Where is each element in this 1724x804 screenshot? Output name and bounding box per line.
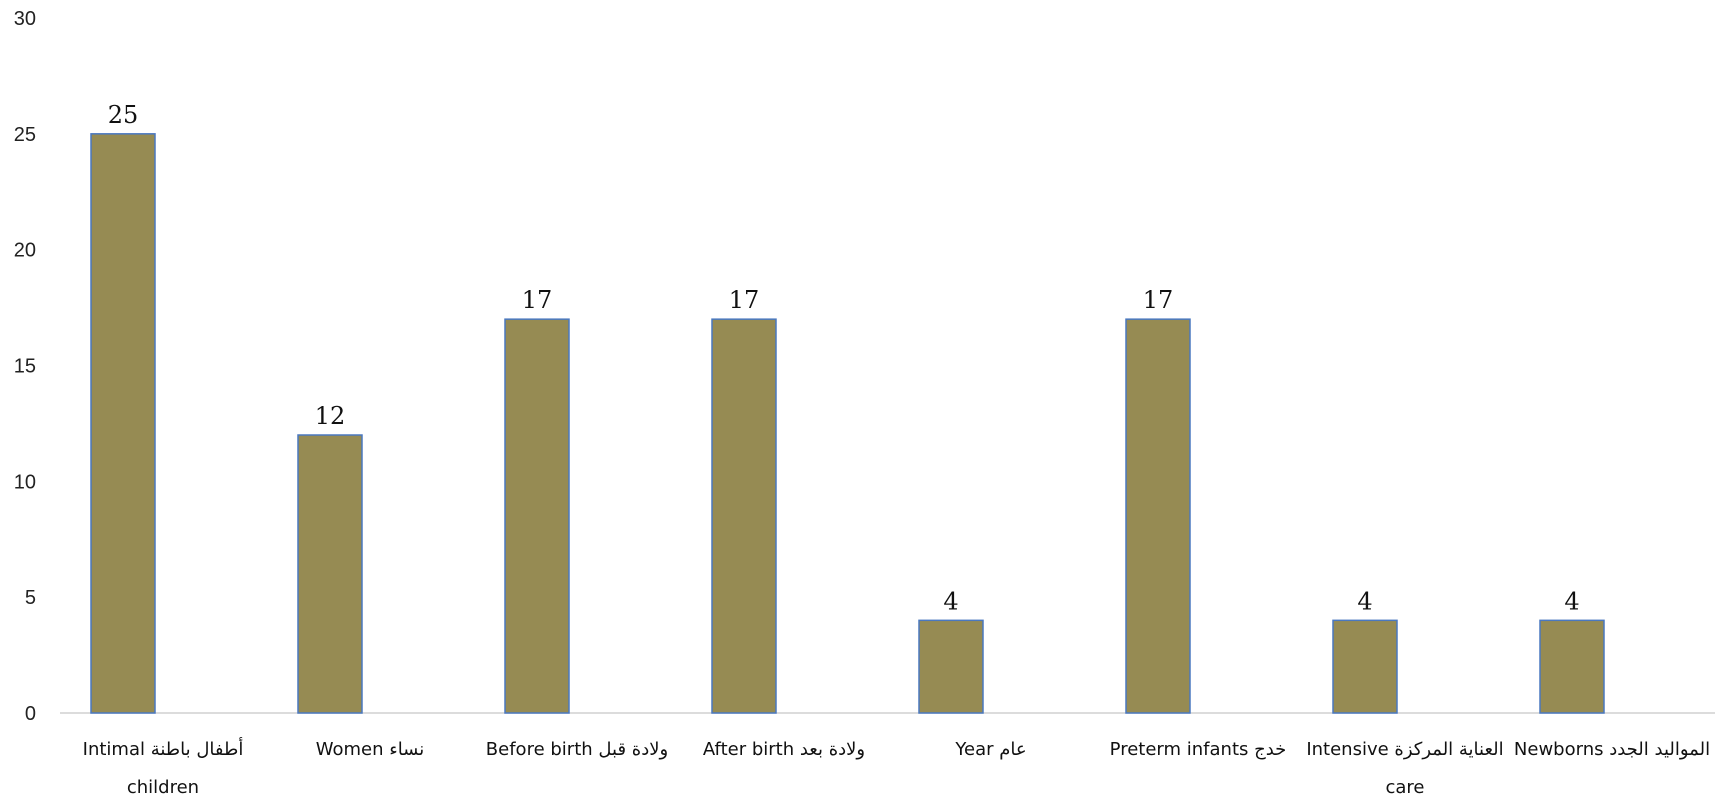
category-label-line: Intensive العناية المركزة — [1306, 739, 1503, 760]
data-label: 17 — [1143, 286, 1174, 314]
y-tick-label: 20 — [14, 240, 36, 262]
bar — [1332, 619, 1398, 714]
bar — [90, 133, 156, 714]
category-label-line: care — [1385, 777, 1424, 798]
data-label: 4 — [943, 587, 958, 615]
category-label: Newborns المواليد الجدد — [1514, 739, 1710, 760]
y-tick-label: 5 — [25, 587, 36, 609]
category-label-line: children — [127, 777, 199, 798]
y-tick-label: 30 — [14, 8, 36, 30]
category-label-line: Women نساء — [316, 739, 425, 760]
category-label: Women نساء — [316, 739, 425, 760]
data-label: 25 — [108, 101, 139, 129]
y-axis-ticks: 0 5 10 15 20 25 30 — [14, 8, 36, 725]
data-label: 12 — [315, 402, 346, 430]
category-label-line: Newborns المواليد الجدد — [1514, 739, 1710, 760]
category-label: Preterm infants خدج — [1110, 739, 1287, 760]
y-tick-label: 15 — [14, 356, 36, 378]
data-label: 17 — [522, 286, 553, 314]
data-label: 4 — [1564, 587, 1579, 615]
bar — [711, 318, 777, 714]
y-tick-label: 0 — [25, 703, 36, 725]
category-label: Year عام — [954, 739, 1026, 760]
category-label: After birth ولادة بعد — [703, 739, 865, 760]
y-tick-label: 10 — [14, 471, 36, 493]
category-label-line: Preterm infants خدج — [1110, 739, 1287, 760]
data-label: 4 — [1357, 587, 1372, 615]
data-label: 17 — [729, 286, 760, 314]
y-tick-label: 25 — [14, 124, 36, 146]
category-label: Intensive العناية المركزة care — [1306, 739, 1503, 798]
category-label-line: After birth ولادة بعد — [703, 739, 865, 760]
bar — [297, 434, 363, 714]
category-label-line: Intimal أطفال باطنة — [83, 737, 244, 760]
data-labels: 25 12 17 17 4 17 4 4 — [108, 101, 1580, 615]
category-label: Before birth ولادة قبل — [486, 739, 668, 760]
bar — [1539, 619, 1605, 714]
category-label-line: Year عام — [954, 739, 1026, 760]
bar — [1125, 318, 1191, 714]
bar — [504, 318, 570, 714]
category-label: Intimal أطفال باطنة children — [83, 737, 244, 798]
category-label-line: Before birth ولادة قبل — [486, 739, 668, 760]
bar — [918, 619, 984, 714]
category-labels: Intimal أطفال باطنة children Women نساء Bef… — [83, 737, 1710, 798]
bars — [90, 133, 1605, 714]
